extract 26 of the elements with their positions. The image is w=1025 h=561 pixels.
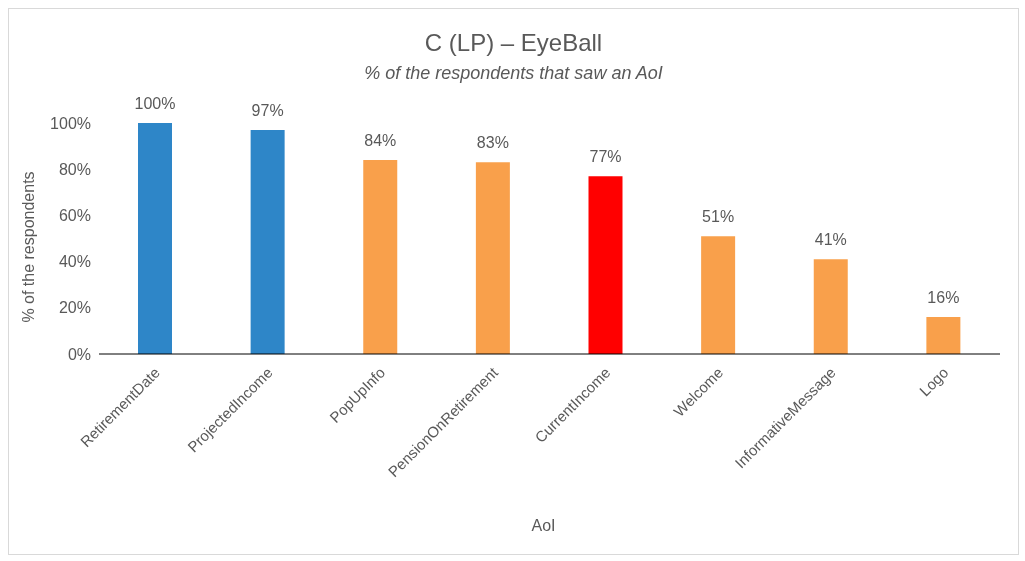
data-label: 16%	[927, 289, 960, 307]
bar	[250, 129, 285, 354]
bar	[138, 123, 172, 354]
data-label: 97%	[251, 101, 284, 119]
data-label: 84%	[364, 131, 397, 149]
y-tick-label: 0%	[67, 345, 91, 363]
y-tick-label: 80%	[58, 160, 91, 178]
data-label: 100%	[134, 95, 176, 112]
bar	[588, 176, 623, 354]
data-label: 77%	[589, 148, 622, 166]
y-tick-label: 60%	[58, 207, 91, 225]
bar	[701, 236, 736, 354]
data-label: 83%	[476, 134, 509, 152]
y-tick-label: 100%	[50, 114, 91, 132]
y-tick-label: 40%	[58, 253, 91, 271]
bar	[475, 162, 510, 354]
y-tick-label: 20%	[58, 299, 91, 317]
bar	[813, 259, 848, 354]
data-label: 51%	[702, 208, 735, 226]
chart-subtitle: % of the respondents that saw an AoI	[363, 63, 664, 84]
bar	[926, 317, 961, 354]
chart-title: C (LP) – EyeBall	[423, 29, 604, 57]
x-axis-title: AoI	[530, 517, 557, 535]
y-axis-title: % of the respondents	[20, 171, 38, 323]
data-label: 41%	[814, 231, 847, 249]
bar	[363, 159, 398, 354]
